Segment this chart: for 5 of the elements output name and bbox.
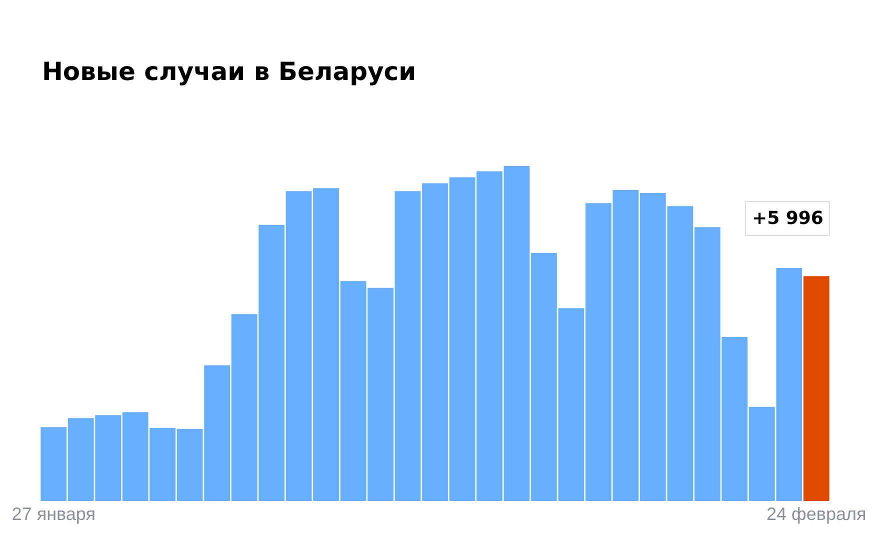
bar	[803, 276, 830, 501]
chart-title: Новые случаи в Беларуси	[42, 57, 416, 86]
x-tick-label: 24 февраля	[766, 504, 866, 524]
data-label: +5 996	[752, 208, 824, 229]
x-tick-label: 27 января	[12, 504, 96, 524]
